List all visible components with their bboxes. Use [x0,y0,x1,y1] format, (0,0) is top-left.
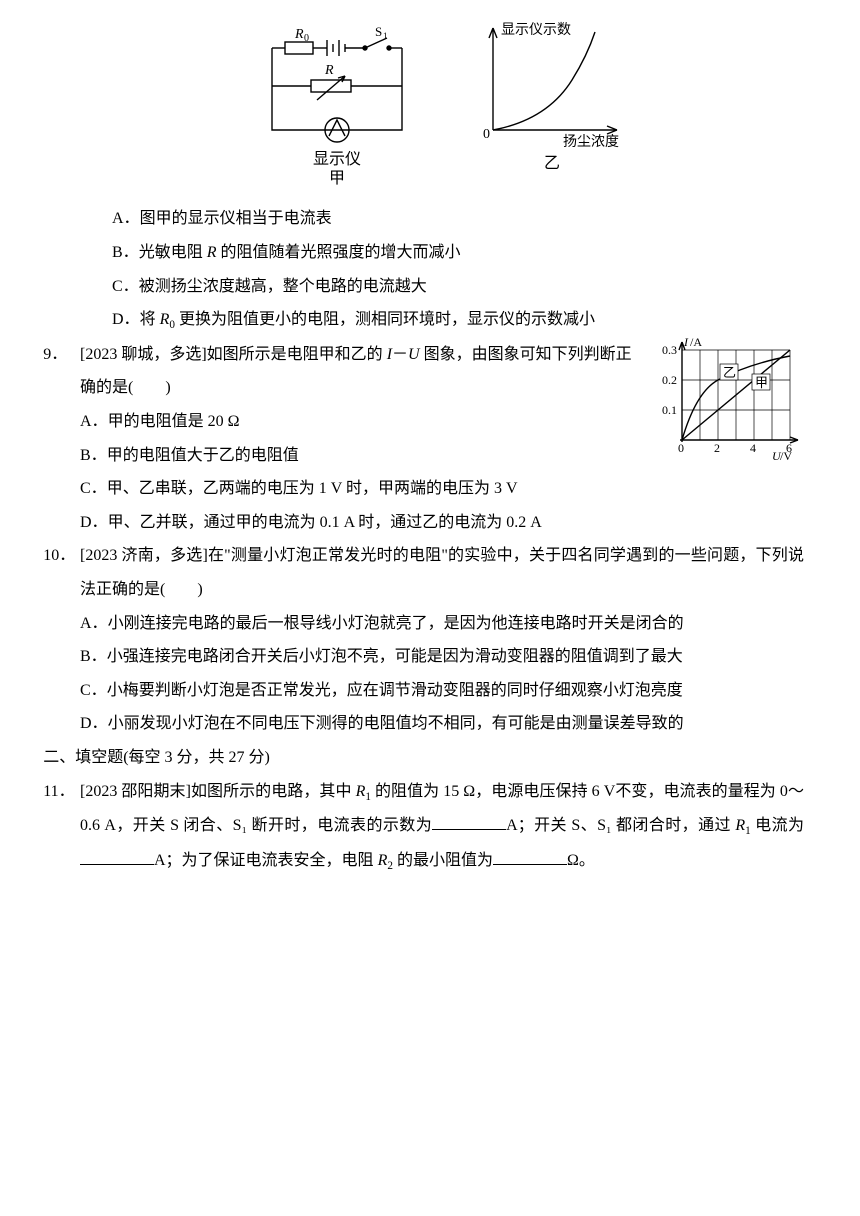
svg-text:S: S [375,24,382,39]
blank-1 [432,814,506,830]
q10-number: 10． [43,539,75,573]
svg-text:R: R [324,63,334,78]
q11-source: [2023 邵阳期末] [80,783,191,800]
svg-text:0: 0 [678,441,684,455]
q11-p1a: 如图所示的电路，其中 [191,783,356,800]
q9-opt-c: 甲、乙串联，乙两端的电压为 1 V 时，甲两端的电压为 3 V [107,480,518,497]
q8-opt-b-pre: 光敏电阻 [139,244,207,261]
circuit-diagram: R 0 S 1 R [247,20,427,150]
q8-opt-c-text: 被测扬尘浓度越高，整个电路的电流越大 [139,278,427,295]
origin-label: 0 [483,127,490,142]
q10-opt-b: 小强连接完电路闭合开关后小灯泡不亮，可能是因为滑动变阻器的阻值调到了最大 [107,648,683,665]
q8-option-a: A．图甲的显示仪相当于电流表 [112,202,804,236]
q8-opt-a-text: 图甲的显示仪相当于电流表 [140,210,332,227]
q8-options-block: A．图甲的显示仪相当于电流表 B．光敏电阻 R 的阻值随着光照强度的增大而减小 … [112,202,804,337]
top-figures: R 0 S 1 R 显示仪 甲 显示仪示数 扬尘浓度 0 乙 [80,20,804,188]
svg-text:甲: 甲 [755,375,768,390]
q8-opt-b-post: 的阻值随着光照强度的增大而减小 [216,244,460,261]
svg-text:0.3: 0.3 [662,343,677,357]
q9-opt-d: 甲、乙并联，通过甲的电流为 0.1 A 时，通过乙的电流为 0.2 A [108,514,542,531]
question-10: 10． [2023 济南，多选]在"测量小灯泡正常发光时的电阻"的实验中，关于四… [80,539,804,741]
svg-text:/A: /A [690,335,702,349]
svg-text:1: 1 [383,31,388,41]
svg-text:乙: 乙 [723,365,736,380]
q10-opt-c: 小梅要判断小灯泡是否正常发光，应在调节滑动变阻器的同时仔细观察小灯泡亮度 [107,682,683,699]
svg-text:0: 0 [304,33,309,44]
opt-letter-d: D． [112,311,140,328]
q10-source: [2023 济南，多选] [80,547,208,564]
q9-source: [2023 聊城，多选] [80,346,207,363]
q10-options-block: A．小刚连接完电路的最后一根导线小灯泡就亮了，是因为他连接电路时开关是闭合的 B… [80,607,804,741]
q10-opt-d: 小丽发现小灯泡在不同电压下测得的电阻值均不相同，有可能是由测量误差导致的 [108,715,684,732]
svg-text:I: I [683,335,689,349]
q11-p2b: 电流为 [751,817,804,834]
q11-p2c: A；为了保证电流表安全，电阻 [154,852,378,869]
q8-option-b: B．光敏电阻 R 的阻值随着光照强度的增大而减小 [112,236,804,270]
q11-p2d: 的最小阻值为 [393,852,493,869]
svg-text:0.2: 0.2 [662,373,677,387]
q9-number: 9． [43,338,67,372]
svg-text:2: 2 [714,441,720,455]
figure-jia: R 0 S 1 R 显示仪 甲 [247,20,427,188]
svg-text:0.1: 0.1 [662,403,677,417]
q11-number: 11． [43,775,74,809]
figure-jia-label: 甲 [329,169,345,188]
blank-3 [493,849,567,865]
question-11: 11． [2023 邵阳期末]如图所示的电路，其中 R1 的阻值为 15 Ω，电… [80,775,804,879]
svg-text:4: 4 [750,441,756,455]
opt-letter-b: B． [112,244,139,261]
blank-2 [80,849,154,865]
q9-opt-b: 甲的电阻值大于乙的电阻值 [107,447,299,464]
section-2-heading: 二、填空题(每空 3 分，共 27 分) [43,741,804,775]
q8-option-c: C．被测扬尘浓度越高，整个电路的电流越大 [112,270,804,304]
opt-letter-c: C． [112,278,139,295]
section-2-title: 二、填空题(每空 3 分，共 27 分) [43,749,270,766]
question-9: 9． [80,338,804,540]
x-axis-label: 扬尘浓度 [563,134,619,150]
q8-opt-d-pre: 将 [140,311,160,328]
svg-text:R: R [294,27,304,42]
q11-p2a: A；开关 S、S₁ 都闭合时，通过 [506,817,735,834]
y-axis-label: 显示仪示数 [501,22,571,38]
q9-chart: I/A 0.1 0.2 0.3 0 2 4 6 U/V 甲 乙 [648,332,804,475]
q10-opt-a: 小刚连接完电路的最后一根导线小灯泡就亮了，是因为他连接电路时开关是闭合的 [108,615,684,632]
opt-letter-a: A． [112,210,140,227]
svg-text:/V: /V [780,449,792,462]
q11-p2e: Ω。 [567,852,595,869]
q9-stem-pre: 如图所示是电阻甲和乙的 [207,346,387,363]
figure-yi: 显示仪示数 扬尘浓度 0 乙 [467,20,637,188]
curve-graph-yi: 显示仪示数 扬尘浓度 0 [467,20,637,154]
display-device-label: 显示仪 [313,150,361,169]
figure-yi-label: 乙 [544,154,560,173]
q9-opt-a: 甲的电阻值是 20 Ω [108,413,240,430]
q8-opt-d-post: 更换为阻值更小的电阻，测相同环境时，显示仪的示数减小 [175,311,595,328]
